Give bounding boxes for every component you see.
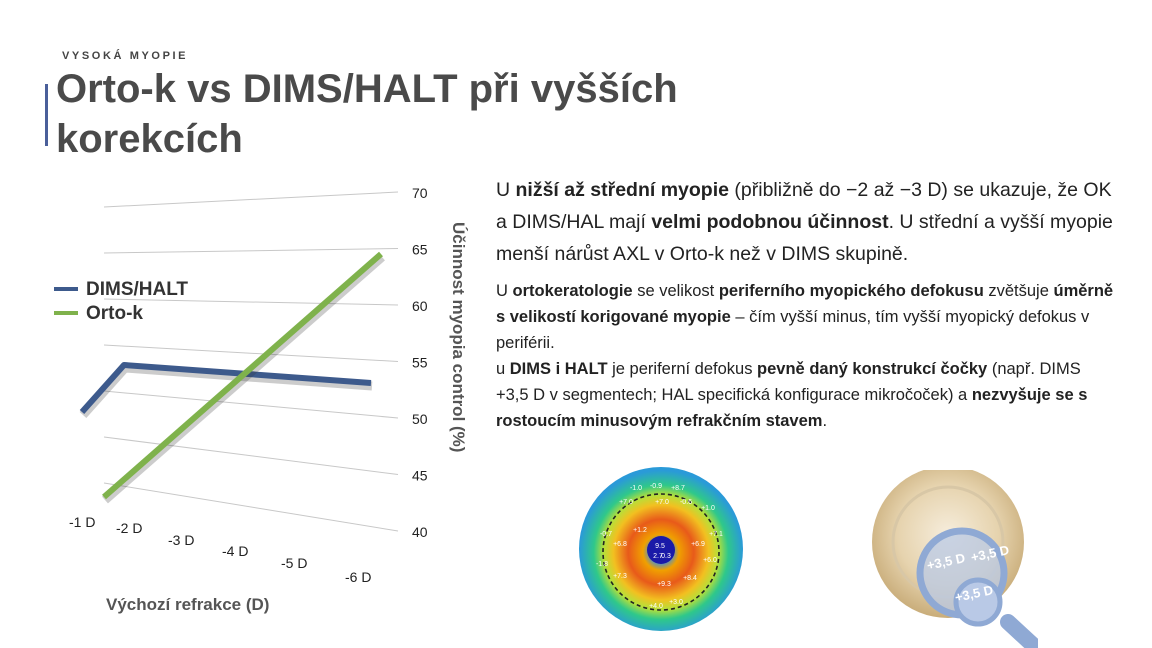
y-tick-label: 50 bbox=[412, 411, 428, 427]
y-tick-label: 55 bbox=[412, 355, 428, 371]
p2-run-5: úměrně s velikostí korigované myopie bbox=[496, 282, 1114, 326]
gridline bbox=[103, 344, 399, 362]
legend-label: DIMS/HALT bbox=[86, 279, 188, 300]
title-accent-bar bbox=[45, 84, 48, 146]
topo-value: +8.4 bbox=[683, 575, 697, 582]
topo-value: 9.5 bbox=[655, 543, 665, 550]
gridline bbox=[103, 390, 399, 419]
x-tick-label: -2 D bbox=[116, 520, 142, 536]
p3-run-3: pevně daný konstrukcí čočky bbox=[757, 360, 988, 378]
chart-gridlines bbox=[103, 191, 399, 532]
topo-value: +9.3 bbox=[657, 581, 671, 588]
topo-value: +6.9 bbox=[691, 541, 705, 548]
p1-run-2: (přibližně do −2 až −3 D) se ukazuje, že… bbox=[496, 179, 1112, 233]
gridline bbox=[103, 298, 399, 306]
x-tick-label: -4 D bbox=[222, 543, 248, 559]
p3-run-1: DIMS i HALT bbox=[509, 360, 608, 378]
p2-run-1: ortokeratologie bbox=[512, 282, 633, 300]
x-axis-label: Výchozí refrakce (D) bbox=[106, 595, 269, 614]
y-axis-label: Účinnost myopia control (%) bbox=[449, 222, 468, 452]
gridline bbox=[103, 482, 399, 532]
p1-run-0: U bbox=[496, 179, 516, 201]
topo-value: -0.6 bbox=[680, 499, 692, 506]
topo-value: -1.0 bbox=[630, 485, 642, 492]
topo-value: 0.3 bbox=[661, 553, 671, 560]
series-line-ortok bbox=[102, 251, 383, 500]
p3-run-0: u bbox=[496, 360, 510, 378]
topo-value: +7.0 bbox=[619, 499, 633, 506]
topo-value: +6.8 bbox=[613, 541, 627, 548]
x-tick-label: -5 D bbox=[281, 555, 307, 571]
topo-value: +6.0 bbox=[703, 557, 717, 564]
legend-label: Orto-k bbox=[86, 303, 143, 324]
series-line-dimshalt bbox=[79, 362, 372, 414]
chart-legend: DIMS/HALT Orto-k bbox=[54, 279, 188, 324]
x-tick-label: -3 D bbox=[168, 532, 194, 548]
gridline bbox=[103, 191, 399, 208]
p3-run-2: je periferní defokus bbox=[607, 360, 758, 378]
p2-run-6: – čím vyšší minus, tím vyšší myopický de… bbox=[496, 308, 1090, 352]
topo-value: +7.1 bbox=[709, 531, 723, 538]
y-tick-label: 60 bbox=[412, 298, 428, 314]
topo-value: +1.2 bbox=[633, 527, 647, 534]
slide-title: Orto-k vs DIMS/HALT při vyšších korekcíc… bbox=[56, 67, 678, 161]
y-tick-label: 40 bbox=[412, 524, 428, 540]
topo-value: +7.3 bbox=[613, 573, 627, 580]
topo-value: +7.0 bbox=[655, 499, 669, 506]
p1-run-3: velmi podobnou účinnost bbox=[651, 211, 889, 233]
topo-value: +1.0 bbox=[701, 505, 715, 512]
p3-run-6: . bbox=[822, 412, 828, 430]
dims-lens-illustration: +3,5 D +3,5 D+3,5 D bbox=[872, 470, 1038, 648]
topo-value: +4.0 bbox=[649, 603, 663, 610]
topo-value: +3.0 bbox=[669, 599, 683, 606]
p3-run-4: (např. DIMS +3,5 D v segmentech; HAL spe… bbox=[496, 360, 1081, 404]
corneal-topography-map: -1.0 -0.9 +8.7+7.0 +7.0 -0.6+1.0-0.7+6.8+1.2… bbox=[579, 467, 743, 631]
y-tick-label: 65 bbox=[412, 242, 428, 258]
p2-run-4: zvětšuje bbox=[983, 282, 1054, 300]
topo-value: +8.7 bbox=[671, 485, 685, 492]
p1-run-4: . U střední a vyšší myopie menší nárůst … bbox=[496, 211, 1113, 265]
p2-run-2: se velikost bbox=[632, 282, 719, 300]
y-tick-label: 45 bbox=[412, 468, 428, 484]
p1-run-1: nižší až střední myopie bbox=[515, 179, 729, 201]
x-tick-label: -6 D bbox=[345, 569, 371, 585]
topo-value: -1.8 bbox=[596, 561, 608, 568]
topo-value: 2.7 bbox=[653, 553, 663, 560]
paragraph-low-myopia: U nižší až střední myopie (přibližně do … bbox=[496, 174, 1116, 270]
slide-kicker: VYSOKÁ MYOPIE bbox=[62, 50, 189, 62]
p2-run-3: periferního myopického defokusu bbox=[718, 282, 984, 300]
x-axis-ticks: -1 D -2 D -3 D -4 D -5 D -6 D bbox=[69, 514, 371, 585]
topo-value: -0.9 bbox=[650, 483, 662, 490]
x-tick-label: -1 D bbox=[69, 514, 95, 530]
gridline bbox=[103, 436, 399, 475]
topo-value: -0.7 bbox=[600, 531, 612, 538]
gridline bbox=[103, 248, 399, 254]
y-axis-ticks: 70 65 60 55 50 45 40 bbox=[412, 185, 428, 540]
p2-run-0: U bbox=[496, 282, 513, 300]
body-text: U nižší až střední myopie (přibližně do … bbox=[496, 174, 1116, 434]
paragraph-orthok: U ortokeratologie se velikost periferníh… bbox=[496, 278, 1116, 356]
p3-run-5: nezvyšuje se s rostoucím minusovým refra… bbox=[496, 386, 1088, 430]
paragraph-dims-halt: u DIMS i HALT je periferní defokus pevně… bbox=[496, 356, 1116, 434]
chart-series bbox=[79, 251, 385, 504]
y-tick-label: 70 bbox=[412, 185, 428, 201]
